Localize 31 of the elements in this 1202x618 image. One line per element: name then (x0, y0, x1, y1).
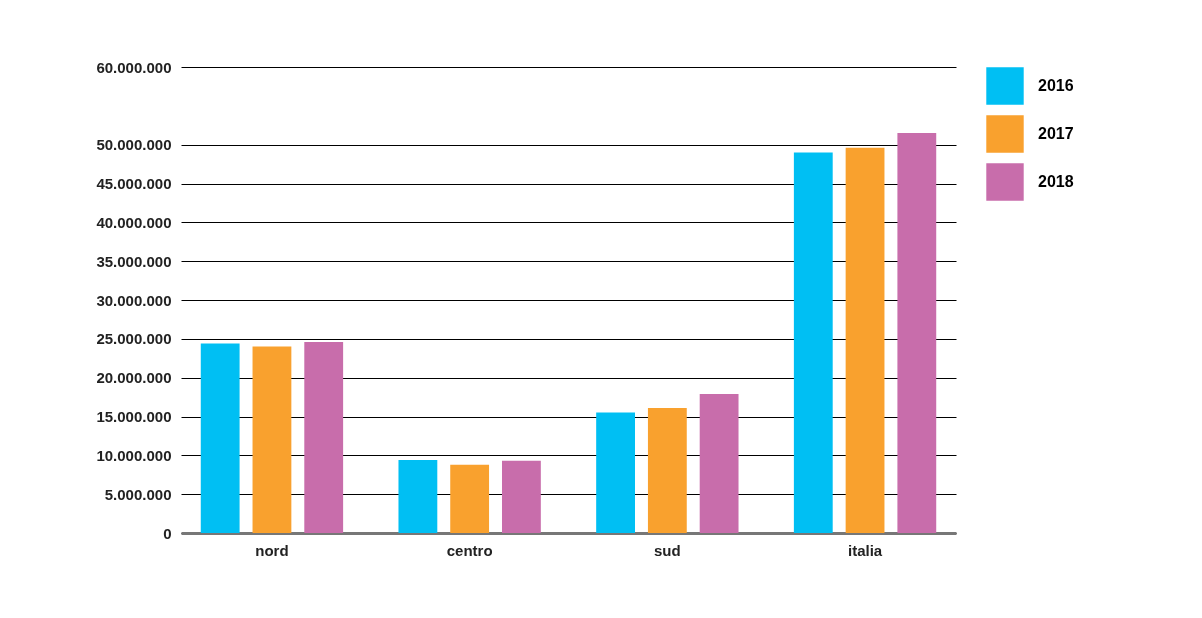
bar (502, 460, 541, 533)
y-tick-label: 35.000.000 (96, 252, 172, 270)
legend-label: 2017 (1038, 125, 1074, 142)
y-tick-label: 50.000.000 (96, 136, 172, 154)
legend-label: 2018 (1038, 173, 1074, 190)
x-tick-label: nord (255, 541, 289, 559)
bar (699, 393, 739, 533)
y-tick-label: 60.000.000 (96, 58, 172, 76)
bar (845, 147, 885, 533)
y-tick-label: 20.000.000 (96, 369, 172, 387)
y-tick-label: 10.000.000 (96, 446, 172, 464)
bar (304, 341, 344, 533)
y-tick-label: 15.000.000 (96, 408, 172, 425)
bar (647, 407, 687, 533)
y-tick-label: 0 (163, 524, 172, 542)
bar (897, 133, 937, 533)
bar (793, 152, 833, 533)
y-tick-label: 25.000.000 (96, 330, 172, 348)
y-tick-label: 45.000.000 (96, 175, 172, 192)
x-tick-label: sud (654, 541, 681, 559)
x-tick-label: centro (446, 541, 493, 559)
x-tick-label: italia (847, 541, 883, 559)
y-tick-label: 30.000.000 (96, 291, 172, 309)
bar (596, 412, 635, 533)
bar (398, 459, 438, 533)
bar (252, 346, 292, 533)
y-tick-label: 5.000.000 (104, 485, 172, 503)
legend-label: 2016 (1038, 77, 1074, 94)
y-tick-label: 40.000.000 (96, 213, 172, 231)
bar (450, 464, 490, 533)
bar (200, 343, 240, 533)
